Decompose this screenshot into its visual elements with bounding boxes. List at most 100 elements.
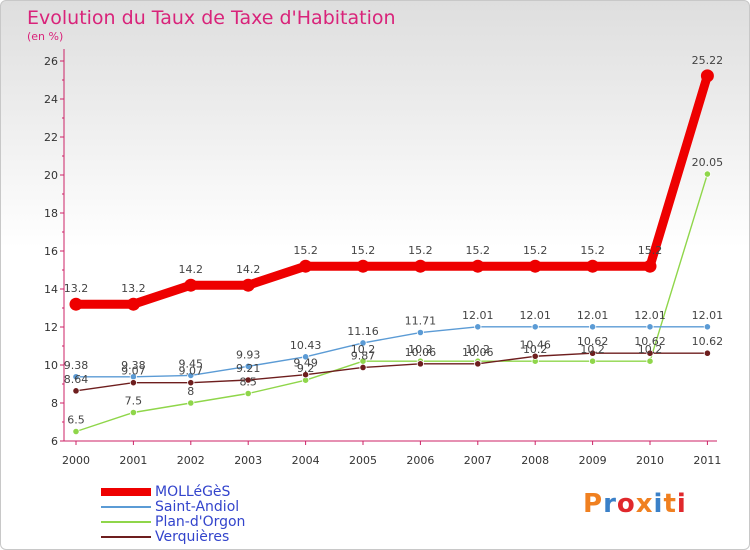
data-point-2 (129, 408, 137, 417)
y-tick-label: 26 (44, 55, 58, 68)
data-label-1: 11.16 (347, 325, 379, 338)
data-label-0: 15.2 (466, 244, 491, 257)
logo-letter: i (676, 489, 687, 519)
legend-swatch (101, 536, 151, 538)
data-label-3: 8.64 (64, 373, 89, 386)
data-label-2: 8.5 (239, 376, 257, 389)
logo-letter: P (583, 489, 604, 519)
data-label-0: 25.22 (692, 54, 724, 67)
data-point-0 (184, 278, 198, 292)
y-tick-label: 22 (44, 131, 58, 144)
data-label-3: 10.62 (634, 335, 666, 348)
data-point-0 (643, 259, 657, 273)
x-tick-label: 2006 (406, 454, 434, 467)
data-point-1 (588, 323, 597, 331)
y-tick-label: 16 (44, 245, 58, 258)
legend-item: Saint-Andiol (101, 500, 321, 515)
proxiti-logo: Proxiti (583, 489, 687, 519)
data-point-1 (703, 323, 712, 331)
data-label-3: 10.06 (405, 346, 437, 359)
data-point-0 (528, 259, 542, 273)
data-label-1: 11.71 (405, 315, 437, 328)
data-point-3 (588, 349, 597, 357)
y-tick-label: 10 (44, 359, 58, 372)
data-label-1: 9.93 (236, 348, 261, 361)
logo-letter: r (603, 489, 617, 519)
y-tick-label: 18 (44, 207, 58, 220)
chart-subtitle: (en %) (27, 30, 64, 43)
x-tick-label: 2010 (636, 454, 664, 467)
data-label-3: 9.87 (351, 349, 376, 362)
data-point-1 (72, 373, 80, 381)
x-tick-label: 2005 (349, 454, 377, 467)
data-point-0 (586, 259, 600, 273)
x-tick-label: 2002 (177, 454, 205, 467)
data-label-2: 10.2 (523, 343, 548, 356)
data-point-1 (187, 371, 195, 380)
x-tick-label: 2003 (234, 454, 262, 467)
data-label-2: 6.5 (67, 414, 85, 427)
data-point-0 (413, 259, 427, 273)
data-label-2: 10.2 (580, 343, 605, 356)
data-point-3 (244, 376, 252, 384)
data-label-1: 10.43 (290, 339, 322, 352)
data-label-0: 13.2 (121, 282, 146, 295)
x-tick-label: 2004 (292, 454, 320, 467)
legend-label: Saint-Andiol (155, 499, 240, 515)
y-tick-label: 14 (44, 283, 58, 296)
data-label-1: 12.01 (692, 309, 724, 322)
data-point-2 (588, 357, 597, 365)
data-point-0 (700, 69, 714, 83)
data-point-3 (359, 363, 367, 372)
data-point-2 (72, 427, 80, 436)
data-point-0 (126, 297, 140, 311)
chart-title: Evolution du Taux de Taxe d'Habitation (27, 7, 396, 29)
data-point-3 (416, 360, 424, 368)
data-point-3 (72, 387, 80, 395)
x-tick-label: 2007 (464, 454, 492, 467)
data-label-1: 12.01 (634, 309, 666, 322)
data-label-3: 9.07 (121, 365, 146, 378)
data-label-3: 10.62 (692, 335, 724, 348)
legend-label: Plan-d'Orgon (155, 514, 246, 530)
x-tick-label: 2001 (119, 454, 147, 467)
series-line-1 (75, 326, 709, 378)
logo-letter: o (616, 489, 636, 519)
data-label-1: 12.01 (519, 309, 551, 322)
data-label-1: 9.38 (64, 359, 89, 372)
data-point-3 (129, 379, 137, 387)
data-point-1 (244, 362, 252, 370)
legend-label: Verquières (155, 529, 230, 545)
data-label-2: 10.2 (408, 343, 433, 356)
data-label-2: 8 (187, 385, 194, 398)
data-point-2 (244, 389, 252, 398)
data-point-1 (531, 323, 539, 331)
data-label-3: 10.62 (577, 335, 609, 348)
data-point-1 (474, 323, 482, 331)
data-label-0: 15.2 (638, 244, 663, 257)
data-label-2: 9.2 (297, 362, 315, 375)
y-tick-label: 6 (51, 435, 58, 448)
data-label-2: 10.2 (466, 343, 491, 356)
legend-item: MOLLéGèS (101, 485, 321, 500)
data-point-1 (646, 323, 654, 331)
data-label-0: 15.2 (351, 244, 376, 257)
data-point-0 (241, 278, 255, 292)
y-tick-label: 24 (44, 93, 58, 106)
data-point-0 (69, 297, 83, 311)
legend-swatch (101, 488, 151, 496)
data-point-1 (301, 353, 310, 361)
data-label-2: 20.05 (692, 156, 724, 169)
data-point-2 (187, 399, 195, 407)
data-point-0 (471, 259, 485, 273)
data-label-3: 10.06 (462, 346, 494, 359)
data-label-0: 15.2 (580, 244, 605, 257)
data-point-3 (187, 379, 195, 387)
data-label-2: 7.5 (125, 395, 143, 408)
x-tick-label: 2008 (521, 454, 549, 467)
y-tick-label: 12 (44, 321, 58, 334)
series-line-0 (71, 71, 712, 309)
logo-letter: i (653, 489, 664, 519)
legend-label: MOLLéGèS (155, 484, 231, 500)
